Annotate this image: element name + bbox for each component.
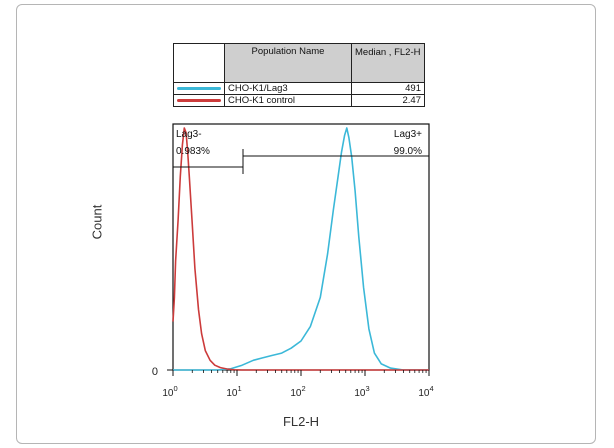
gate-left-percent: 0.983% [176,146,210,157]
legend-series-median: 2.47 [351,94,425,107]
x-tick-label: 103 [354,384,369,399]
y-zero-label: 0 [152,366,158,378]
series-line [173,127,429,371]
legend-population-header: Population Name [224,43,352,83]
x-axis: 100 101 102 103 104 [162,369,434,399]
legend-table: Population Name Median , FL2-H CHO-K1/La… [173,43,425,107]
x-tick-label: 104 [418,384,433,399]
plot-border [172,123,430,371]
y-axis-label: Count [89,204,105,240]
plot-area [172,123,430,371]
x-tick-label: 101 [226,384,241,399]
x-tick-label: 100 [162,384,177,399]
gate-layer [173,149,429,174]
x-axis-label: FL2-H [282,414,320,429]
series-line [172,127,429,371]
series-color-swatch [177,87,221,90]
legend-swatch-header [173,43,225,83]
series-layer [172,127,429,371]
x-tick-label: 102 [290,384,305,399]
gate-right-name: Lag3+ [394,129,422,140]
legend-median-header: Median , FL2-H [351,43,425,83]
gate-left-name: Lag3- [176,129,202,140]
legend-row: CHO-K1 control 2.47 [173,94,425,107]
series-color-swatch [177,99,221,102]
gate-right-percent: 99.0% [394,146,422,157]
legend-row: CHO-K1/Lag3 491 [173,82,425,95]
